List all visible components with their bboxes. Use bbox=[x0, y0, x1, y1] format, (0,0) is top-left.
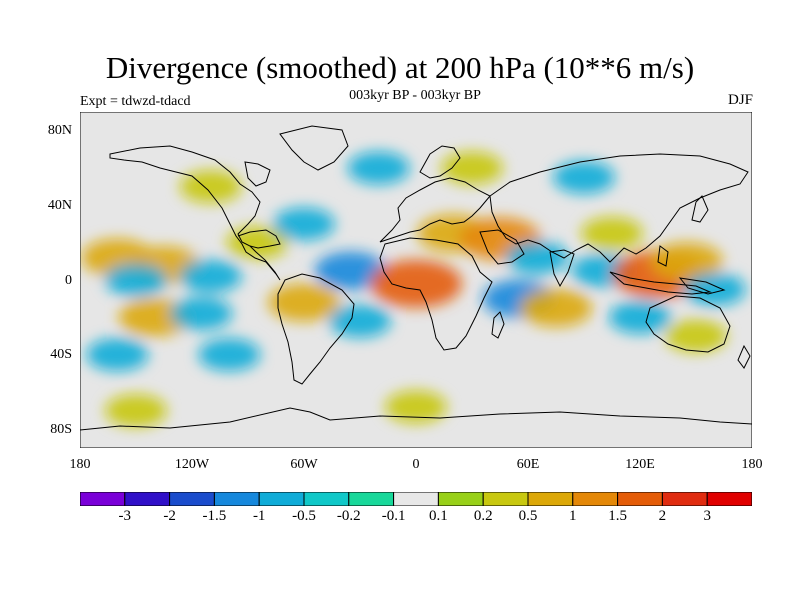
colorbar-swatch bbox=[572, 492, 619, 506]
divergence-feature bbox=[506, 241, 569, 275]
lon-label-120e: 120E bbox=[625, 457, 655, 472]
divergence-feature bbox=[273, 207, 335, 241]
divergence-feature bbox=[86, 338, 149, 372]
antarctica-coastline bbox=[80, 407, 752, 431]
divergence-feature bbox=[581, 216, 643, 250]
colorbar-tick-label: 1.5 bbox=[608, 508, 627, 524]
colorbar-swatch bbox=[169, 492, 215, 506]
colorbar-swatch bbox=[706, 492, 752, 506]
australia-coastline bbox=[645, 295, 731, 353]
plot-title: Divergence (smoothed) at 200 hPa (10**6 … bbox=[105, 50, 695, 85]
coastlines bbox=[80, 125, 752, 431]
colorbar-tick-label: -1 bbox=[252, 508, 266, 524]
new-zealand-coastline bbox=[737, 344, 751, 369]
lat-label-80s: 80S bbox=[50, 422, 72, 437]
colorbar-tick-label: 1 bbox=[569, 508, 577, 524]
greenland-coastline bbox=[279, 125, 349, 171]
indonesia-coastline bbox=[609, 271, 712, 295]
divergence-feature bbox=[520, 289, 592, 327]
colorbar-swatch bbox=[124, 492, 171, 506]
lat-label-40s: 40S bbox=[50, 347, 72, 362]
colorbar-tick-label: -2 bbox=[163, 508, 176, 524]
colorbar-swatch bbox=[661, 492, 708, 506]
colorbar-tick-label: 2 bbox=[658, 508, 667, 524]
lon-label-60w: 60W bbox=[290, 457, 318, 472]
divergence-feature bbox=[170, 297, 233, 331]
asia-coastline bbox=[489, 153, 749, 263]
colorbar-tick-label: 3 bbox=[703, 508, 711, 524]
hudson-bay-coastline bbox=[244, 161, 271, 187]
divergence-feature bbox=[665, 319, 727, 353]
colorbar-swatch bbox=[258, 492, 305, 506]
season-label: DJF bbox=[727, 92, 753, 108]
lon-label-180e: 180 bbox=[741, 457, 763, 472]
colorbar-swatch bbox=[80, 492, 126, 506]
divergence-feature bbox=[385, 390, 447, 424]
colorbar-swatch bbox=[617, 492, 663, 506]
colorbar-swatch bbox=[303, 492, 350, 506]
colorbar-tick-label: -0.2 bbox=[336, 508, 361, 524]
divergence-feature bbox=[105, 394, 167, 428]
scandinavia-coastline bbox=[419, 145, 461, 179]
colorbar-swatch bbox=[437, 492, 484, 506]
colorbar-swatch bbox=[213, 492, 260, 506]
divergence-feature bbox=[347, 151, 410, 185]
lat-label-0: 0 bbox=[65, 273, 72, 288]
divergence-feature bbox=[609, 300, 671, 334]
lat-label-80n: 80N bbox=[47, 123, 72, 138]
divergence-feature bbox=[198, 338, 261, 372]
colorbar-tick-label: -0.5 bbox=[292, 508, 316, 524]
africa-coastline bbox=[379, 237, 493, 351]
lon-label-0: 0 bbox=[412, 457, 420, 472]
lon-label-120w: 120W bbox=[174, 457, 210, 472]
divergence-feature bbox=[105, 263, 167, 297]
divergence-feature bbox=[179, 259, 242, 293]
divergence-feature bbox=[370, 259, 462, 308]
colorbar-swatch bbox=[527, 492, 574, 506]
lon-label-180w: 180 bbox=[69, 457, 91, 472]
plot-subtitle: 003kyr BP - 003kyr BP bbox=[349, 88, 481, 103]
experiment-label: Expt = tdwzd-tdacd bbox=[80, 94, 191, 109]
divergence-feature bbox=[314, 251, 387, 290]
japan-coastline bbox=[691, 195, 709, 223]
divergence-feature bbox=[441, 151, 503, 185]
colorbar-tick-label: 0.2 bbox=[473, 508, 493, 524]
divergence-map bbox=[80, 112, 752, 448]
divergence-feature bbox=[268, 283, 340, 322]
north-america-coastline bbox=[109, 145, 281, 281]
lat-label-40n: 40N bbox=[47, 198, 72, 213]
colorbar bbox=[80, 492, 752, 506]
madagascar-coastline bbox=[491, 311, 505, 339]
colorbar-swatch bbox=[482, 492, 529, 506]
divergence-feature bbox=[329, 304, 391, 338]
divergence-feature bbox=[650, 242, 723, 281]
lon-label-60e: 60E bbox=[516, 457, 540, 472]
south-america-coastline bbox=[277, 273, 355, 385]
india-coastline bbox=[549, 249, 575, 288]
gulf-of-mexico-coastline bbox=[237, 229, 281, 249]
arabia-coastline bbox=[479, 229, 525, 265]
colorbar-tick-label: 0.1 bbox=[429, 508, 448, 524]
colorbar-swatch bbox=[393, 492, 439, 506]
colorbar-tick-label: -1.5 bbox=[202, 508, 227, 524]
philippines-coastline bbox=[657, 245, 669, 267]
divergence-feature bbox=[553, 160, 615, 194]
colorbar-tick-label: 0.5 bbox=[518, 508, 538, 524]
colorbar-tick-label: -3 bbox=[118, 508, 132, 524]
colorbar-swatch bbox=[348, 492, 395, 506]
new-guinea-coastline bbox=[678, 277, 726, 295]
colorbar-tick-label: -0.1 bbox=[381, 508, 406, 524]
